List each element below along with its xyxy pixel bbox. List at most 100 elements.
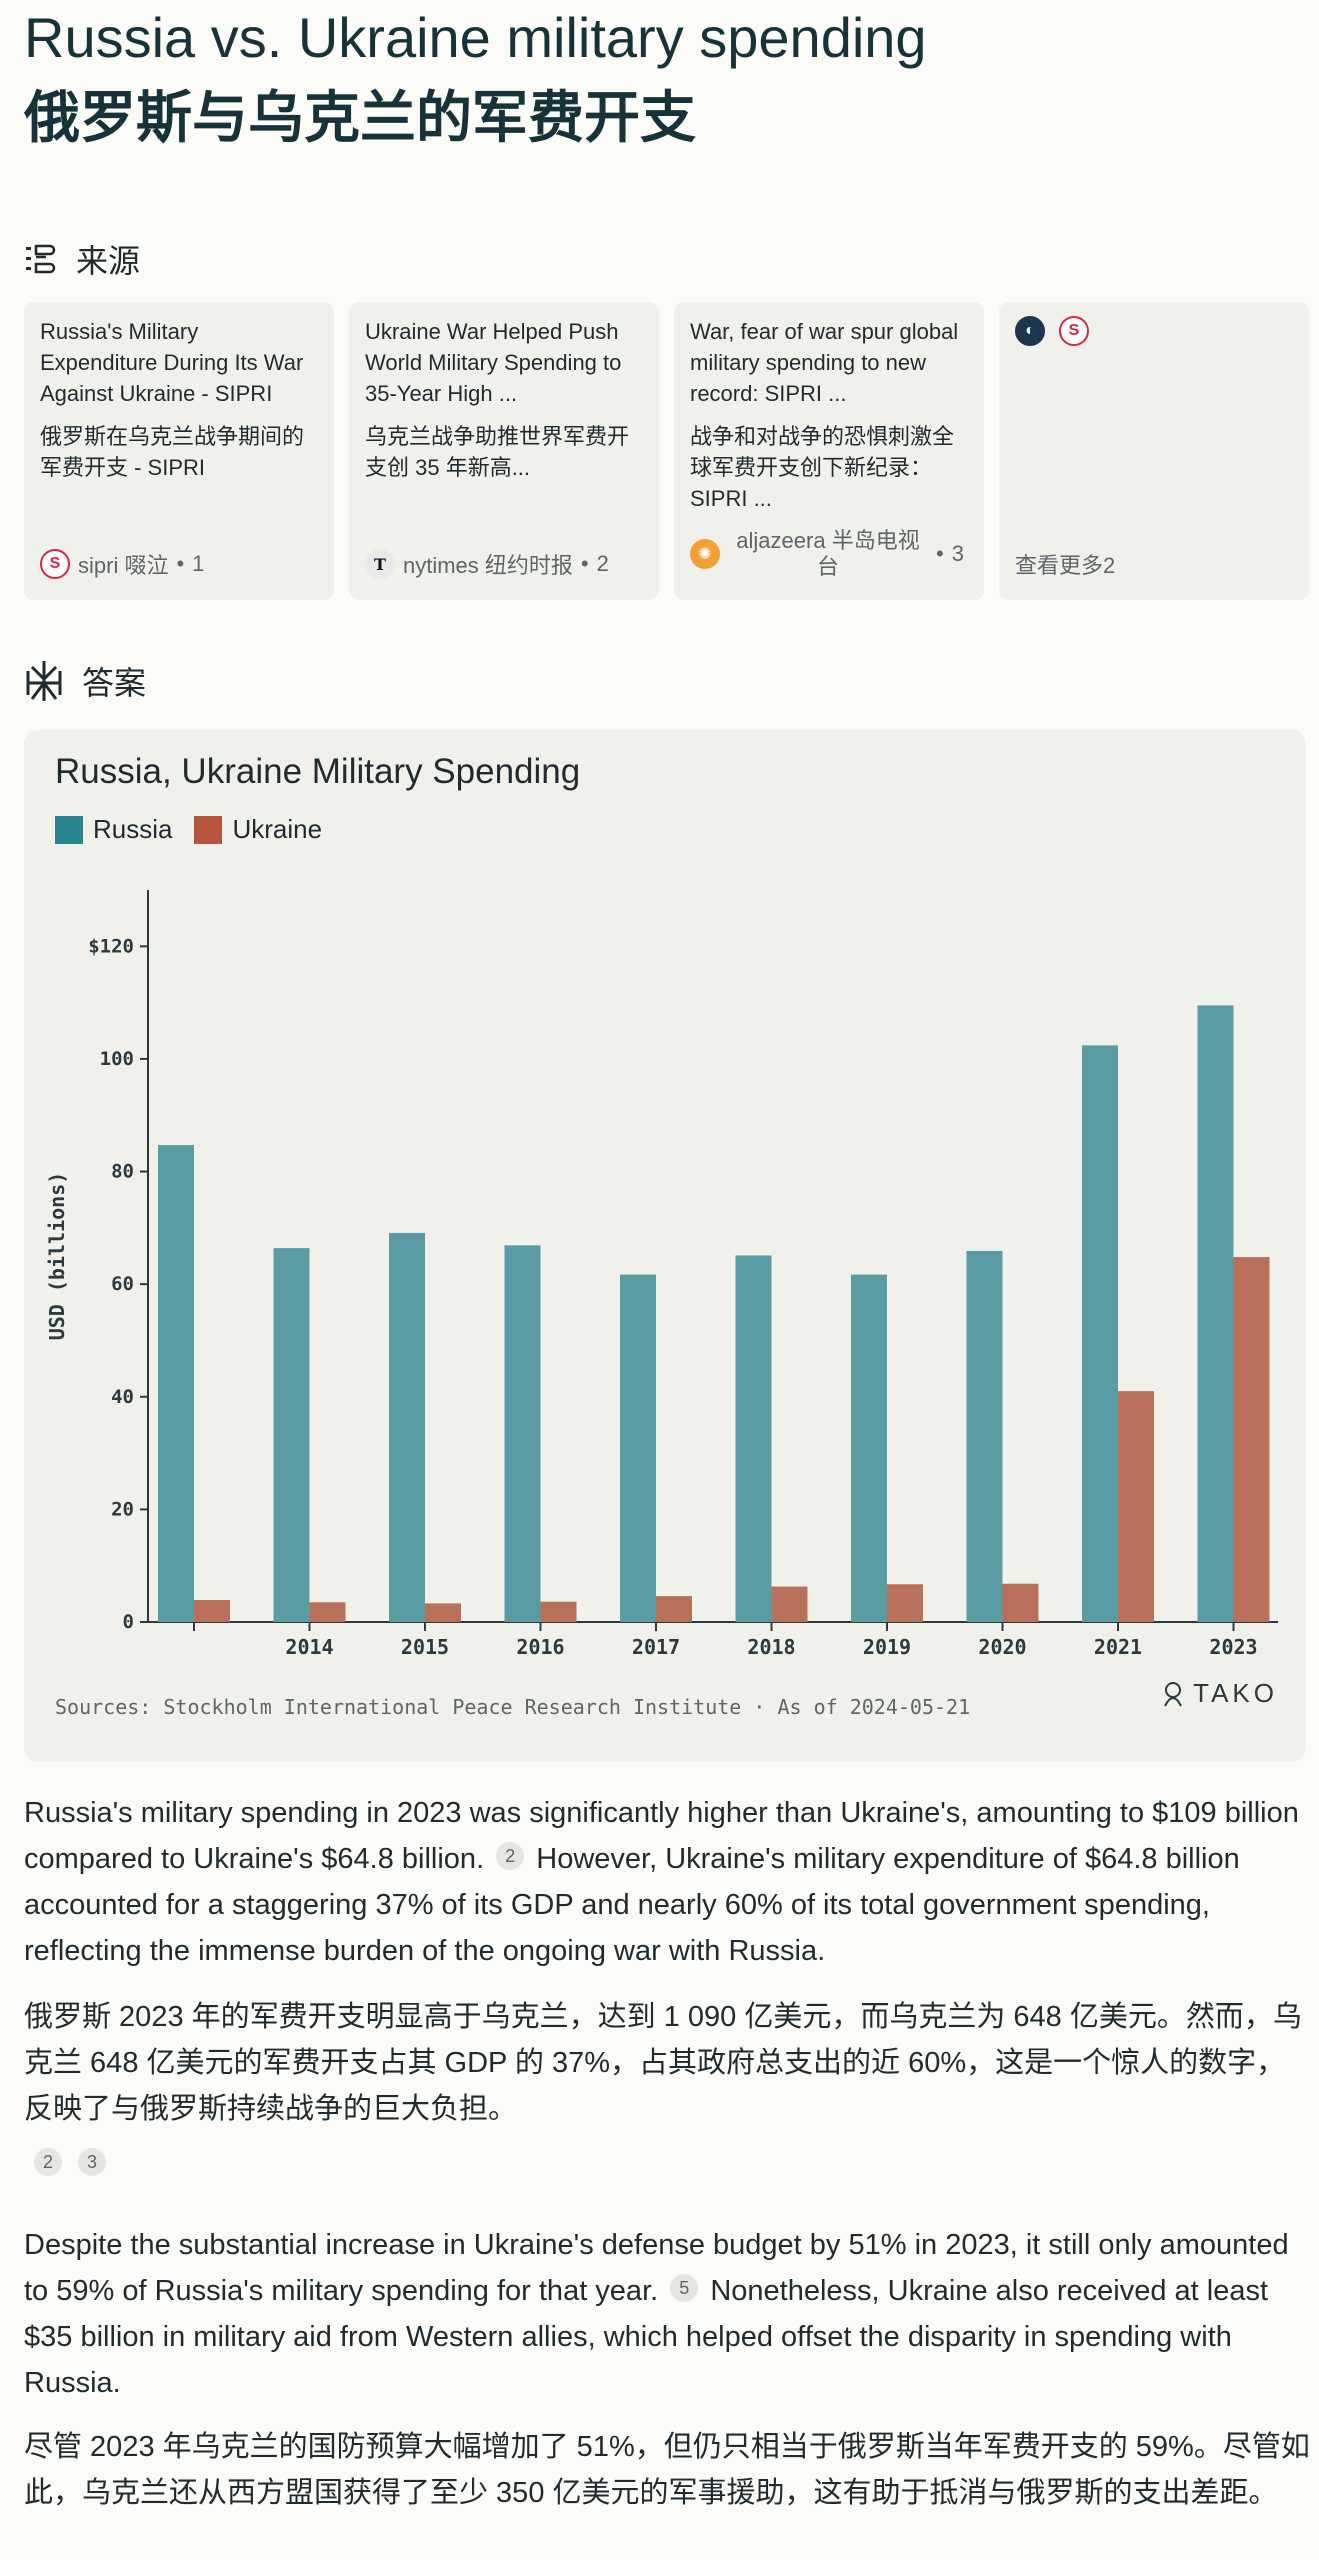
- legend-item-ukraine[interactable]: Ukraine: [194, 814, 322, 845]
- source-card-nytimes[interactable]: Ukraine War Helped Push World Military S…: [349, 302, 659, 600]
- sipri-logo-icon: S: [40, 549, 70, 579]
- tako-label: TAKO: [1193, 1678, 1278, 1708]
- legend-swatch-russia: [55, 815, 83, 844]
- bar-ukraine: [887, 1584, 923, 1622]
- bar-ukraine: [194, 1600, 230, 1622]
- aljazeera-logo-icon: ✺: [690, 539, 720, 569]
- bar-chart: 0 20 40 60 80 100 $120 USD (billions) 2014 2015 20…: [45, 890, 1278, 1719]
- bar-ukraine: [1118, 1391, 1154, 1622]
- source-title-zh: 乌克兰战争助推世界军费开支创 35 年新高...: [365, 424, 630, 480]
- more-sources-icons: ◐ S: [1015, 316, 1293, 346]
- paragraph-text: However, Ukraine's military expenditure …: [24, 1843, 1240, 1967]
- y-tick-label: $120: [88, 935, 134, 957]
- sipri-logo-icon: S: [1059, 316, 1089, 346]
- paragraph-text: Despite the substantial increase in Ukra…: [24, 2229, 1289, 2307]
- see-more-card[interactable]: ◐ S 查看更多2: [999, 302, 1309, 600]
- bar-ukraine: [1233, 1257, 1270, 1622]
- x-tick-label: 2023: [1209, 1635, 1257, 1659]
- source-title-en: Russia's Military Expenditure During Its…: [40, 319, 304, 406]
- nytimes-logo-icon: T: [365, 549, 395, 579]
- bar-russia: [158, 1145, 194, 1622]
- chart-source-note: Sources: Stockholm International Peace R…: [55, 1695, 970, 1719]
- legend-swatch-ukraine: [194, 815, 223, 844]
- source-site: aljazeera 半岛电视台: [736, 528, 920, 579]
- y-tick-label: 100: [100, 1048, 134, 1070]
- separator-dot: •: [936, 541, 944, 566]
- bar-ukraine: [540, 1601, 577, 1622]
- x-tick-label: 2017: [632, 1635, 680, 1659]
- bar-ukraine: [425, 1603, 461, 1622]
- source-meta: S sipri 啜泣 • 1: [40, 548, 322, 580]
- sources-list: Russia's Military Expenditure During Its…: [24, 302, 1310, 600]
- bar-ukraine: [656, 1596, 692, 1622]
- y-tick-label: 60: [111, 1273, 134, 1295]
- page-title-zh: 俄罗斯与乌克兰的军费开支: [24, 86, 696, 149]
- bar-russia: [620, 1274, 656, 1622]
- sources-label: 来源: [76, 243, 141, 279]
- source-logo-icon: ◐: [1015, 316, 1045, 346]
- source-title-en: Ukraine War Helped Push World Military S…: [365, 319, 622, 406]
- source-title-zh: 俄罗斯在乌克兰战争期间的军费开支 - SIPRI: [40, 424, 305, 480]
- source-site: nytimes 纽约时报: [403, 553, 573, 578]
- bar-russia: [273, 1248, 310, 1622]
- source-card-aljazeera[interactable]: War, fear of war spur global military sp…: [674, 302, 984, 600]
- bar-russia: [1197, 1005, 1234, 1622]
- y-tick-label: 80: [111, 1161, 134, 1183]
- bar-russia: [1082, 1045, 1118, 1622]
- page-title: Russia vs. Ukraine military spending: [24, 6, 927, 69]
- answer-paragraph-zh-1: 俄罗斯 2023 年的军费开支明显高于乌克兰，达到 1 090 亿美元，而乌克兰…: [24, 2001, 1302, 2125]
- bar-ukraine: [309, 1602, 346, 1622]
- source-index: 2: [596, 551, 609, 576]
- citation-badge[interactable]: 2: [34, 2148, 62, 2176]
- paragraph-text: Russia's military spending in 2023 was s…: [24, 1797, 1299, 1875]
- chart-title: Russia, Ukraine Military Spending: [55, 752, 581, 791]
- citation-badge[interactable]: 5: [670, 2274, 699, 2302]
- see-more-link[interactable]: 查看更多2: [1015, 553, 1116, 578]
- answer-header: 答案: [24, 658, 146, 704]
- source-site: sipri 啜泣: [78, 553, 169, 578]
- legend-label-ukraine: Ukraine: [232, 814, 323, 844]
- chart-card: Russia, Ukraine Military Spending Russia…: [24, 730, 1306, 1762]
- legend-label-russia: Russia: [93, 814, 173, 844]
- bar-ukraine: [1002, 1583, 1039, 1622]
- separator-dot: •: [580, 551, 589, 576]
- x-tick-label: 2014: [285, 1635, 333, 1659]
- legend-item-russia[interactable]: Russia: [55, 814, 172, 845]
- source-index: 3: [951, 541, 964, 566]
- source-index: 1: [192, 551, 205, 576]
- source-title-zh: 战争和对战争的恐惧刺激全球军费开支创下新纪录：SIPRI ...: [690, 424, 955, 511]
- tako-brand[interactable]: TAKO: [1159, 1678, 1278, 1709]
- sources-icon: [26, 244, 56, 274]
- answer-label: 答案: [82, 665, 147, 701]
- source-meta: T nytimes 纽约时报 • 2: [365, 548, 647, 580]
- citation-badge[interactable]: 2: [496, 1842, 525, 1870]
- source-meta: ✺ aljazeera 半岛电视台 • 3: [690, 528, 972, 580]
- answer-paragraph-en-1: Russia's military spending in 2023 was s…: [24, 1790, 1314, 1974]
- tako-logo-icon: [1164, 1681, 1183, 1706]
- answer-paragraph-zh-2: 尽管 2023 年乌克兰的国防预算大幅增加了 51%，但仍只相当于俄罗斯当年军费…: [24, 2431, 1310, 2509]
- x-tick-label: 2020: [978, 1635, 1026, 1659]
- answer-paragraph-en-2: Despite the substantial increase in Ukra…: [24, 2222, 1314, 2406]
- y-axis-label: USD (billions): [45, 1172, 69, 1341]
- y-tick-label: 20: [111, 1498, 134, 1520]
- x-tick-label: 2019: [863, 1635, 911, 1659]
- separator-dot: •: [176, 551, 185, 576]
- bar-russia: [389, 1232, 425, 1622]
- answer-icon: [26, 661, 62, 701]
- y-tick-label: 0: [123, 1611, 134, 1633]
- citation-list: 2 3: [30, 2148, 110, 2176]
- y-tick-label: 40: [111, 1386, 134, 1408]
- bar-ukraine: [771, 1586, 808, 1622]
- sources-header: 来源: [24, 236, 140, 282]
- source-card-sipri[interactable]: Russia's Military Expenditure During Its…: [24, 302, 334, 600]
- chart-legend: Russia Ukraine: [55, 814, 322, 845]
- bar-russia: [504, 1245, 541, 1622]
- bar-russia: [851, 1274, 887, 1622]
- bar-russia: [966, 1250, 1003, 1622]
- paragraph-text: Nonetheless, Ukraine also received at le…: [24, 2275, 1269, 2399]
- x-tick-label: 2018: [747, 1635, 795, 1659]
- x-tick-label: 2015: [401, 1635, 449, 1659]
- bar-russia: [735, 1255, 772, 1622]
- citation-badge[interactable]: 3: [78, 2148, 106, 2176]
- source-title-en: War, fear of war spur global military sp…: [690, 319, 959, 406]
